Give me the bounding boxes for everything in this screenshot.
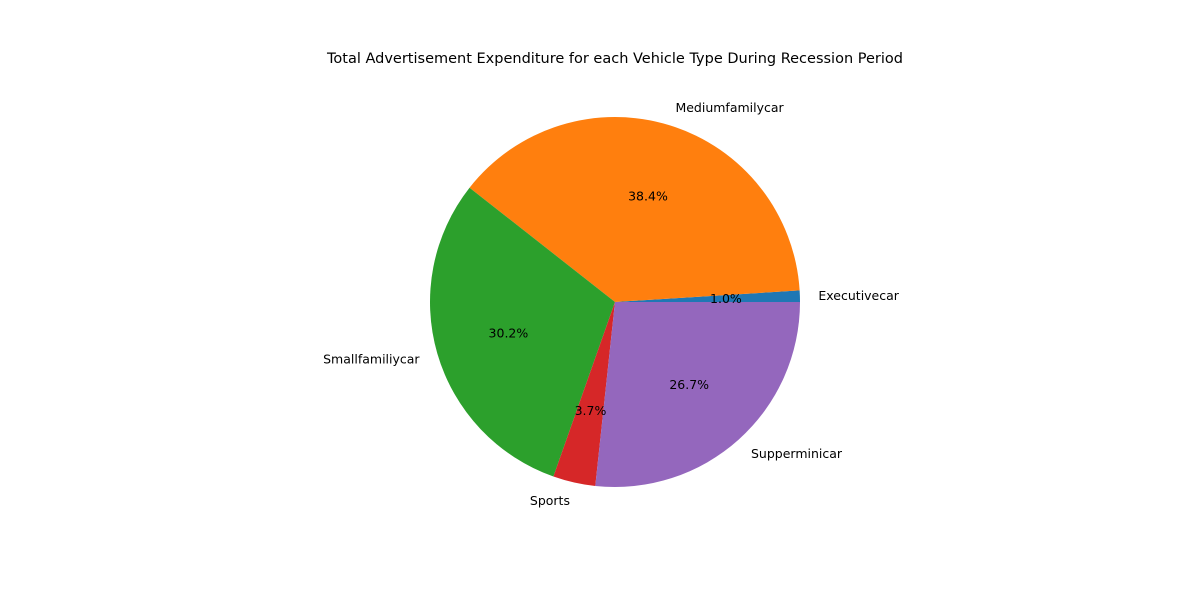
slice-label-supperminicar: Supperminicar (751, 446, 843, 461)
slice-label-smallfamiliycar: Smallfamiliycar (323, 351, 420, 366)
chart-title: Total Advertisement Expenditure for each… (326, 51, 903, 67)
slice-label-sports: Sports (530, 493, 570, 508)
slice-percent-sports: 3.7% (575, 403, 607, 418)
pie-labels: Executivecar 1.0% Mediumfamilycar 38.4% Smal… (323, 100, 900, 508)
slice-percent-executivecar: 1.0% (710, 291, 742, 306)
pie-slice-executivecar (615, 290, 800, 302)
pie-slice-sports (553, 302, 615, 486)
pie-slice-smallfamiliycar (430, 187, 615, 477)
slice-label-executivecar: Executivecar (818, 288, 899, 303)
slice-percent-smallfamiliycar: 30.2% (489, 325, 529, 340)
pie-slice-mediumfamilycar (469, 117, 800, 303)
slice-percent-supperminicar: 26.7% (669, 377, 709, 392)
pie-slices (430, 117, 800, 488)
slice-percent-mediumfamilycar: 38.4% (628, 189, 668, 204)
pie-slice-supperminicar (595, 302, 800, 488)
slice-label-mediumfamilycar: Mediumfamilycar (675, 100, 784, 115)
